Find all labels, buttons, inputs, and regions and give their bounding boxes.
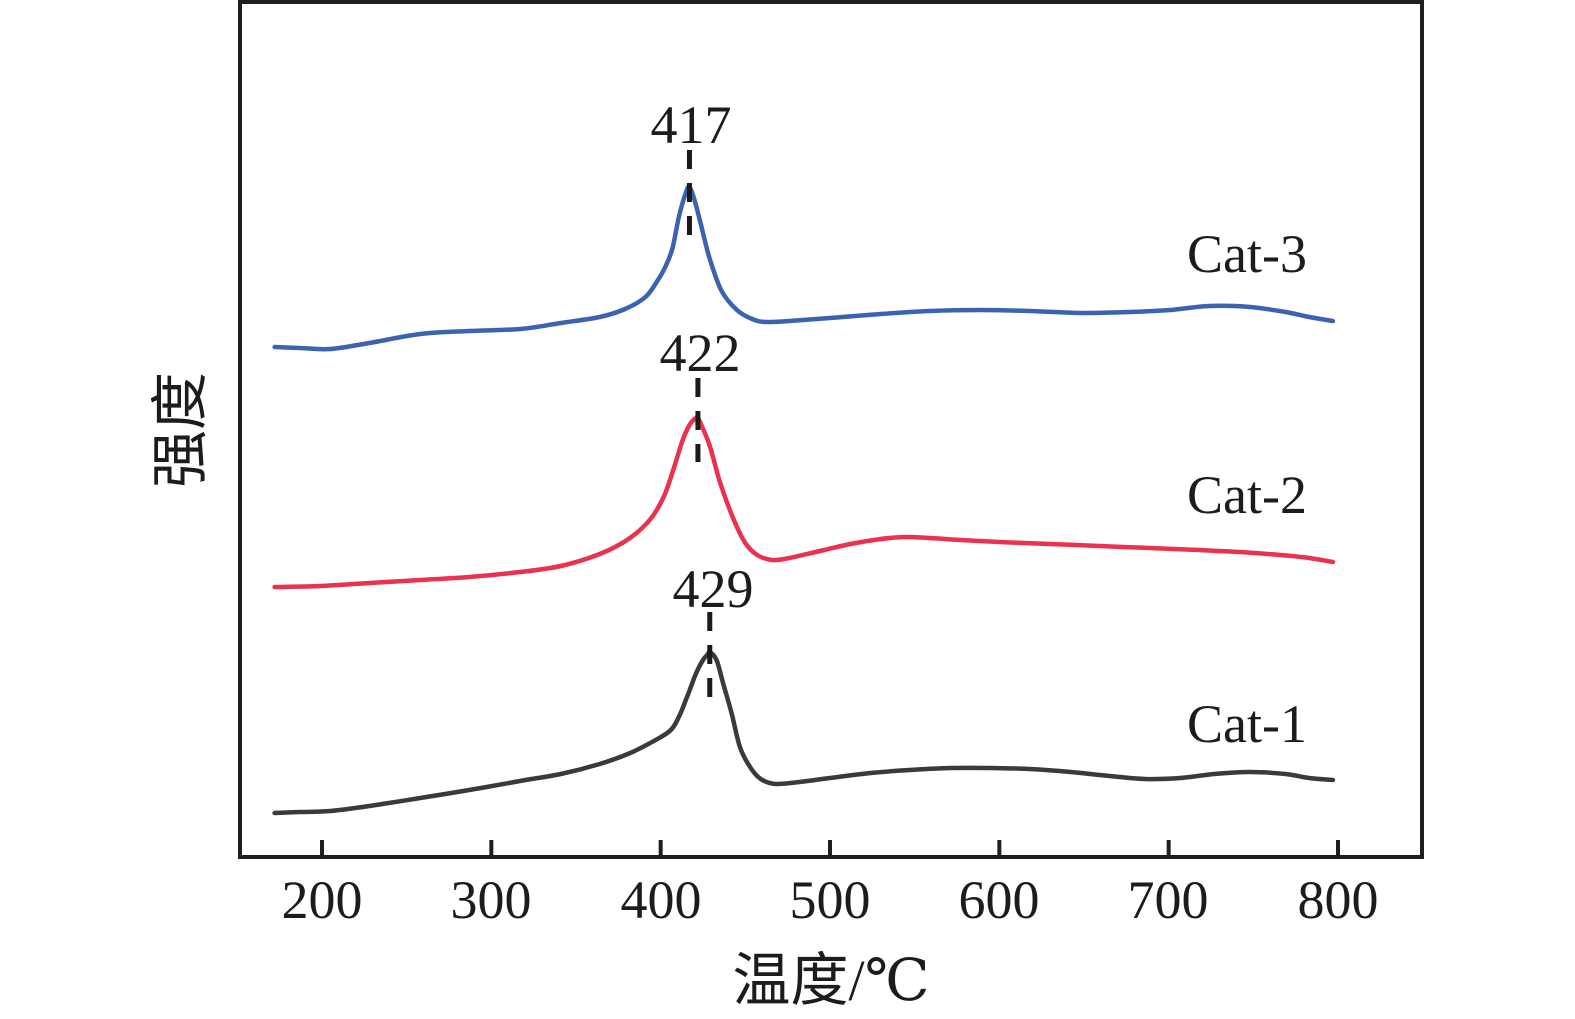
plot-layer: [238, 0, 1424, 859]
series-curve-cat-2: [272, 415, 1336, 590]
y-axis-title: 强度: [148, 372, 213, 488]
peak-label-422: 422: [660, 323, 741, 383]
series-curve-cat-1: [272, 649, 1336, 816]
x-tick-label-600: 600: [959, 870, 1040, 930]
series-label-cat-1: Cat-1: [1187, 694, 1307, 754]
x-axis-title: 温度/℃: [733, 948, 930, 1013]
series-curve-cat-3: [272, 184, 1336, 352]
x-tick-label-800: 800: [1298, 870, 1379, 930]
series-label-cat-2: Cat-2: [1187, 465, 1307, 525]
series-label-cat-3: Cat-3: [1187, 224, 1307, 284]
x-tick-label-400: 400: [621, 870, 702, 930]
x-tick-label-500: 500: [790, 870, 871, 930]
peak-label-429: 429: [673, 559, 754, 619]
x-tick-label-200: 200: [282, 870, 363, 930]
peak-label-417: 417: [651, 95, 732, 155]
x-tick-label-300: 300: [451, 870, 532, 930]
x-tick-label-700: 700: [1128, 870, 1209, 930]
